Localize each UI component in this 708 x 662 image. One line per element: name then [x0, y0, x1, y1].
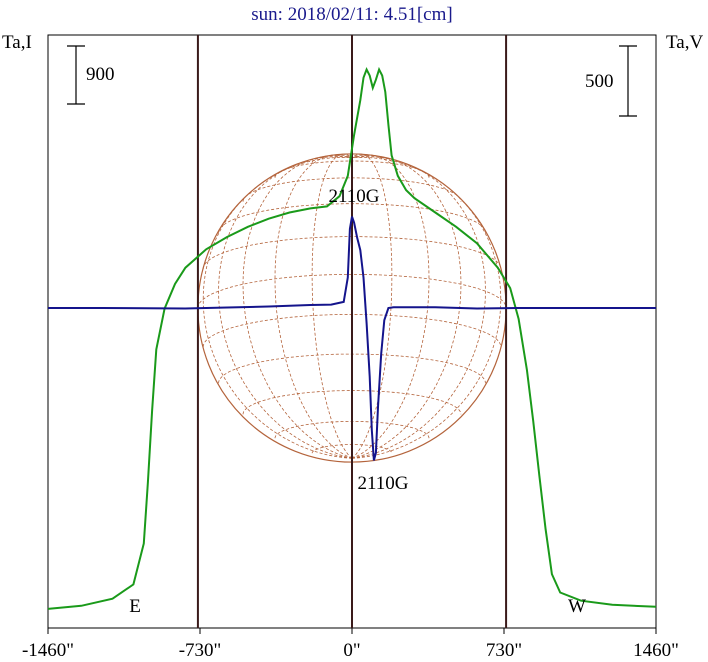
longitude-line [274, 154, 353, 459]
annotations: 2110G 2110G E W [129, 186, 586, 617]
longitude-line [242, 155, 353, 459]
limb-lines [196, 35, 508, 628]
longitude-line [351, 154, 430, 459]
longitude-line [351, 156, 486, 459]
east-limb-label: E [129, 596, 141, 617]
west-limb-label: W [568, 596, 586, 617]
x-tick-label: 0" [343, 640, 360, 661]
longitude-line [351, 155, 462, 459]
y-axis-label-left: Ta,I [2, 32, 32, 53]
longitude-line [311, 153, 353, 459]
x-tick-label: 730" [486, 640, 522, 661]
series-line-i [47, 66, 657, 610]
annotation-V-2110G: 2110G [357, 473, 408, 494]
y-axis-label-right: Ta,V [666, 32, 703, 53]
x-tick-label: -730" [179, 640, 222, 661]
x-axis-ticks: -1460" -730" 0" 730" 1460" [22, 628, 679, 661]
x-tick-label: -1460" [22, 640, 74, 661]
scale-bar-right-label: 500 [585, 71, 614, 92]
longitude-line [218, 156, 353, 459]
chart-title: sun: 2018/02/11: 4.51[cm] [251, 4, 452, 25]
series-line-v [48, 216, 656, 461]
series-lines [47, 66, 657, 610]
annotation-I-2110G: 2110G [328, 186, 379, 207]
scale-bars: 900 500 [67, 45, 637, 117]
scale-bar-left-label: 900 [86, 64, 115, 85]
x-tick-label: 1460" [633, 640, 679, 661]
